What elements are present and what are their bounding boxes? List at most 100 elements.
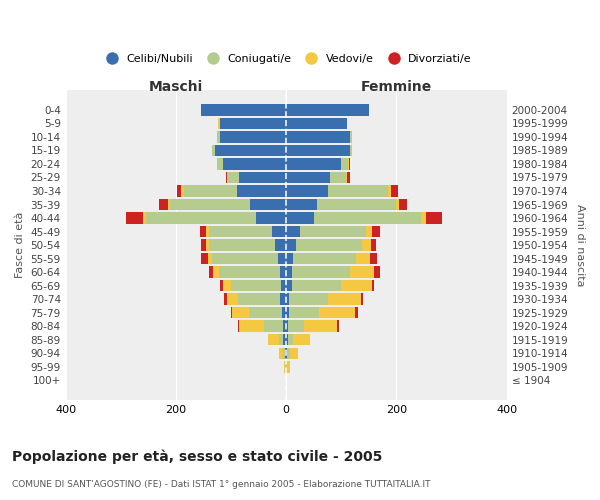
Bar xyxy=(238,320,239,332)
Bar xyxy=(286,131,350,142)
Bar xyxy=(212,144,215,156)
Bar xyxy=(280,266,286,278)
Bar xyxy=(201,240,206,251)
Bar xyxy=(371,226,380,237)
Bar xyxy=(371,280,374,291)
Bar xyxy=(268,334,279,345)
Bar xyxy=(283,334,286,345)
Bar xyxy=(388,186,391,197)
Bar xyxy=(304,320,337,332)
Text: Femmine: Femmine xyxy=(361,80,432,94)
Text: Popolazione per età, sesso e stato civile - 2005: Popolazione per età, sesso e stato civil… xyxy=(12,450,382,464)
Bar xyxy=(296,240,362,251)
Bar xyxy=(293,253,356,264)
Bar xyxy=(181,186,184,197)
Bar xyxy=(317,199,397,210)
Bar xyxy=(346,172,347,183)
Bar xyxy=(275,240,286,251)
Bar xyxy=(227,294,238,305)
Y-axis label: Fasce di età: Fasce di età xyxy=(15,212,25,278)
Bar xyxy=(279,334,283,345)
Bar xyxy=(217,158,223,170)
Bar xyxy=(280,294,286,305)
Bar xyxy=(331,172,346,183)
Bar xyxy=(292,280,341,291)
Y-axis label: Anni di nascita: Anni di nascita xyxy=(575,204,585,286)
Bar xyxy=(292,266,350,278)
Bar xyxy=(286,104,369,116)
Bar xyxy=(397,199,399,210)
Legend: Celibi/Nubili, Coniugati/e, Vedovi/e, Divorziati/e: Celibi/Nubili, Coniugati/e, Vedovi/e, Di… xyxy=(96,50,476,68)
Bar xyxy=(337,320,339,332)
Bar xyxy=(239,320,264,332)
Bar xyxy=(223,280,231,291)
Bar xyxy=(286,144,350,156)
Bar xyxy=(167,199,170,210)
Bar xyxy=(348,158,349,170)
Bar xyxy=(286,199,317,210)
Bar xyxy=(226,172,227,183)
Bar xyxy=(290,348,298,359)
Bar xyxy=(170,199,250,210)
Bar xyxy=(286,307,289,318)
Bar xyxy=(286,240,296,251)
Bar xyxy=(293,334,310,345)
Bar xyxy=(286,280,292,291)
Bar xyxy=(206,240,209,251)
Bar xyxy=(286,186,328,197)
Bar xyxy=(206,226,209,237)
Bar xyxy=(177,186,181,197)
Bar xyxy=(286,294,289,305)
Bar xyxy=(283,348,285,359)
Text: COMUNE DI SANT'AGOSTINO (FE) - Dati ISTAT 1° gennaio 2005 - Elaborazione TUTTAIT: COMUNE DI SANT'AGOSTINO (FE) - Dati ISTA… xyxy=(12,480,431,489)
Bar xyxy=(288,320,304,332)
Bar xyxy=(314,212,421,224)
Bar xyxy=(350,131,352,142)
Bar xyxy=(355,307,358,318)
Bar xyxy=(256,212,286,224)
Bar xyxy=(238,294,280,305)
Bar xyxy=(319,307,355,318)
Bar xyxy=(232,307,249,318)
Bar xyxy=(220,131,286,142)
Bar xyxy=(219,266,280,278)
Bar xyxy=(217,131,220,142)
Bar xyxy=(218,118,220,129)
Bar xyxy=(286,320,288,332)
Bar xyxy=(239,172,286,183)
Bar xyxy=(279,348,283,359)
Bar xyxy=(286,172,331,183)
Bar xyxy=(286,212,314,224)
Bar xyxy=(281,280,286,291)
Bar xyxy=(209,240,275,251)
Bar xyxy=(374,266,380,278)
Text: Maschi: Maschi xyxy=(149,80,203,94)
Bar xyxy=(289,307,319,318)
Bar xyxy=(214,266,219,278)
Bar xyxy=(341,280,371,291)
Bar xyxy=(371,240,376,251)
Bar xyxy=(285,348,286,359)
Bar xyxy=(361,294,364,305)
Bar xyxy=(282,307,286,318)
Bar xyxy=(350,144,352,156)
Bar xyxy=(143,212,146,224)
Bar xyxy=(341,158,348,170)
Bar xyxy=(347,172,350,183)
Bar xyxy=(209,226,272,237)
Bar xyxy=(264,320,283,332)
Bar xyxy=(200,226,206,237)
Bar xyxy=(212,253,278,264)
Bar xyxy=(224,294,227,305)
Bar xyxy=(366,226,371,237)
Bar xyxy=(425,212,442,224)
Bar xyxy=(220,280,223,291)
Bar xyxy=(286,334,288,345)
Bar xyxy=(229,172,239,183)
Bar xyxy=(283,320,286,332)
Bar xyxy=(287,361,290,372)
Bar xyxy=(286,266,292,278)
Bar xyxy=(208,253,212,264)
Bar xyxy=(278,253,286,264)
Bar xyxy=(288,334,293,345)
